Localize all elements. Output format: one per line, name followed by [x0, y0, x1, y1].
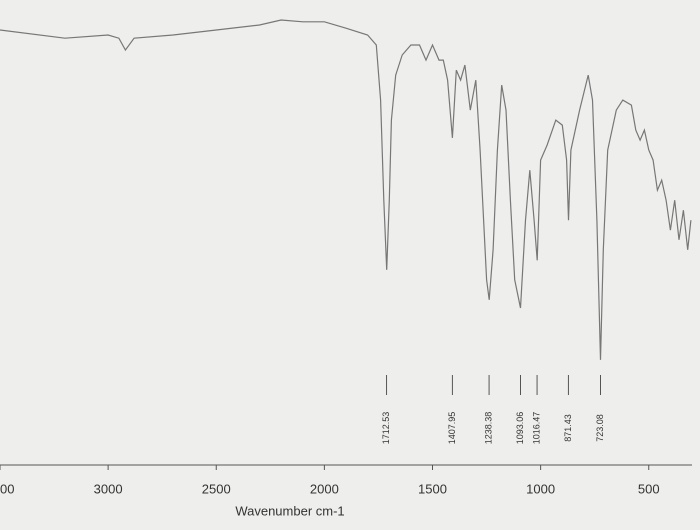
peak-label: 1016.47 — [531, 412, 541, 445]
x-tick-label: 2500 — [202, 481, 231, 496]
x-tick-label: 3500 — [0, 481, 14, 496]
x-axis-label: Wavenumber cm-1 — [235, 503, 344, 518]
peak-label: 723.08 — [595, 414, 605, 442]
spectrum-line — [0, 19, 692, 360]
peak-label: 1238.38 — [483, 412, 493, 445]
peak-label: 1712.53 — [381, 412, 391, 445]
x-tick-label: 500 — [638, 481, 660, 496]
peak-label: 1407.95 — [447, 412, 457, 445]
peak-label: 871.43 — [563, 414, 573, 442]
x-tick-label: 3000 — [94, 481, 123, 496]
x-tick-label: 2000 — [310, 481, 339, 496]
x-tick-label: 1000 — [526, 481, 555, 496]
peak-label: 1093.06 — [515, 412, 525, 445]
x-tick-label: 1500 — [418, 481, 447, 496]
